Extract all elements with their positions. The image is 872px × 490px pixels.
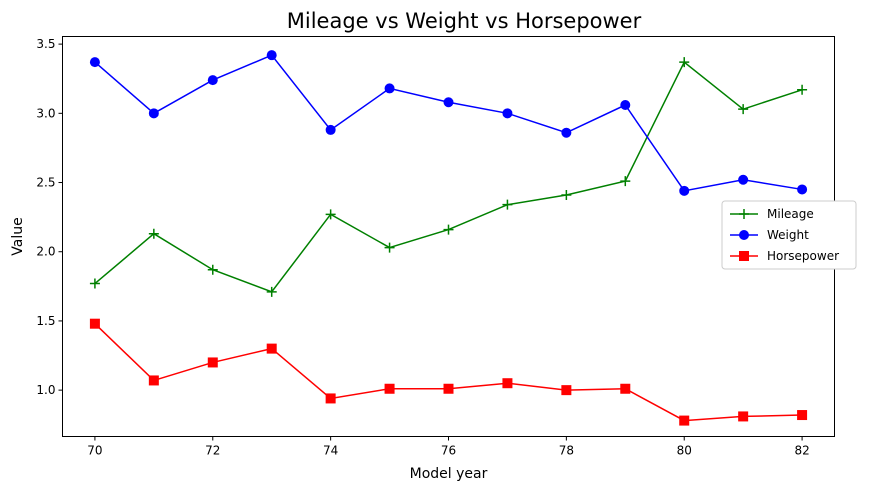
mileage-data-point <box>797 84 808 95</box>
mileage-data-point <box>738 104 749 115</box>
chart-title: Mileage vs Weight vs Horsepower <box>287 9 642 33</box>
weight-data-point <box>89 57 100 68</box>
x-tick-label: 78 <box>559 444 574 458</box>
horsepower-data-point <box>207 357 218 368</box>
weight-data-point <box>443 97 454 108</box>
mileage-data-point <box>620 176 631 187</box>
y-tick-label: 2.0 <box>36 245 55 259</box>
x-tick-label: 76 <box>441 444 456 458</box>
x-tick-label: 70 <box>87 444 102 458</box>
weight-data-point <box>797 184 808 195</box>
horsepower-data-point <box>89 318 100 329</box>
weight-data-point <box>384 83 395 94</box>
legend-horsepower-marker <box>739 251 749 261</box>
mileage-data-point <box>207 264 218 275</box>
weight-data-point <box>325 124 336 135</box>
x-axis-label: Model year <box>410 466 488 482</box>
y-tick-label: 3.0 <box>36 106 55 120</box>
x-tick-label: 80 <box>677 444 692 458</box>
mileage-data-point <box>325 209 336 220</box>
y-tick-label: 1.5 <box>36 314 55 328</box>
horsepower-series-line <box>94 323 803 422</box>
legend-horsepower-label: Horsepower <box>767 249 839 263</box>
weight-data-point <box>502 108 513 119</box>
mileage-data-point <box>384 242 395 253</box>
weight-data-point <box>207 75 218 86</box>
legend-mileage-marker <box>739 209 749 219</box>
weight-data-point <box>561 127 572 138</box>
weight-data-point <box>148 108 159 119</box>
weight-data-point <box>266 50 277 61</box>
horsepower-data-point <box>443 383 454 394</box>
x-axis: 70 72 74 76 78 80 82 <box>87 436 810 458</box>
legend-mileage-label: Mileage <box>767 207 814 221</box>
weight-series-line <box>94 54 803 192</box>
horsepower-data-point <box>561 385 572 396</box>
horsepower-data-point <box>148 375 159 386</box>
weight-data-point <box>620 100 631 111</box>
mileage-data-point <box>266 286 277 297</box>
horsepower-data-point <box>620 383 631 394</box>
mileage-data-point <box>561 189 572 200</box>
mileage-series-line <box>94 60 803 293</box>
mileage-data-point <box>148 228 159 239</box>
y-tick-label: 1.0 <box>36 383 55 397</box>
legend-weight-label: Weight <box>767 228 809 242</box>
mileage-data-point <box>679 57 690 68</box>
legend-weight-marker <box>739 230 749 240</box>
horsepower-data-point <box>738 411 749 422</box>
legend-box <box>721 200 857 270</box>
weight-data-point <box>679 185 690 196</box>
horsepower-data-point <box>679 415 690 426</box>
mileage-data-point <box>443 224 454 235</box>
y-axis-label: Value <box>10 217 26 255</box>
horsepower-data-point <box>502 378 513 389</box>
horsepower-data-point <box>384 383 395 394</box>
series-layer <box>89 50 808 426</box>
plot-area <box>62 36 835 437</box>
horsepower-data-point <box>797 410 808 421</box>
horsepower-data-point <box>266 343 277 354</box>
y-tick-label: 2.5 <box>36 176 55 190</box>
legend: Mileage Weight Horsepower <box>721 200 857 270</box>
horsepower-data-point <box>325 393 336 404</box>
x-tick-label: 74 <box>323 444 338 458</box>
y-tick-label: 3.5 <box>36 37 55 51</box>
weight-data-point <box>738 174 749 185</box>
x-tick-label: 72 <box>205 444 220 458</box>
y-axis: 1.0 1.5 2.0 2.5 3.0 3.5 <box>36 37 63 397</box>
mileage-data-point <box>502 199 513 210</box>
mileage-data-point <box>89 278 100 289</box>
x-tick-label: 82 <box>794 444 809 458</box>
